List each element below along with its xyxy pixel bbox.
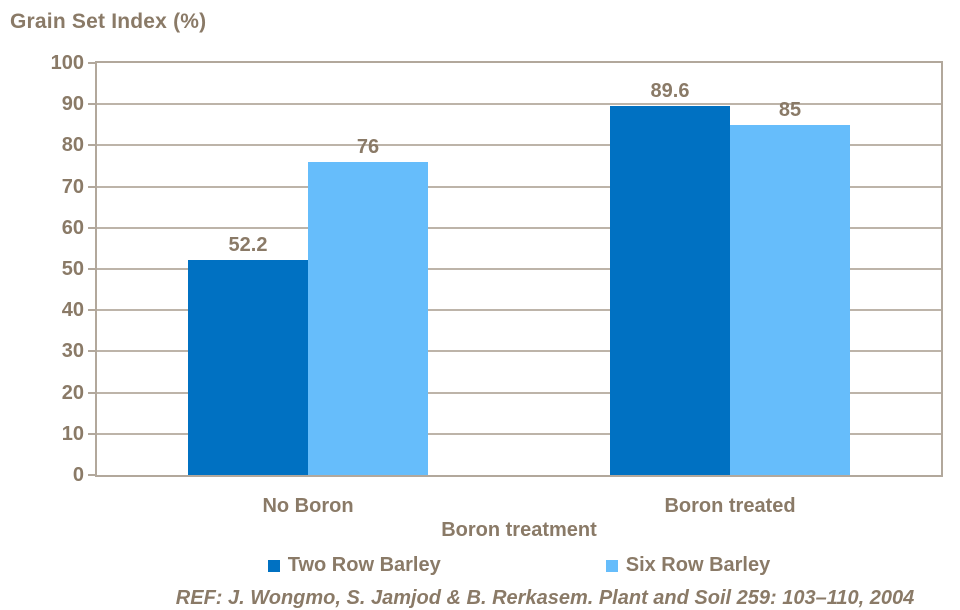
bar-two-row-barley-no-boron: 52.2	[188, 234, 308, 475]
y-tick-mark	[88, 474, 95, 476]
bar-data-label: 85	[778, 98, 802, 121]
bar-six-row-barley-no-boron: 76	[308, 136, 428, 475]
legend-label: Six Row Barley	[625, 554, 771, 576]
legend-swatch-icon	[267, 559, 280, 572]
y-tick-label: 90	[61, 93, 84, 116]
y-tick-label: 60	[61, 216, 84, 239]
reference-text: REF: J. Wongmo, S. Jamjod & B. Rerkasem.…	[175, 587, 915, 609]
plot-area: 52.2 76 89.6 85	[95, 61, 943, 477]
y-tick-label: 40	[61, 299, 84, 322]
y-tick-mark	[88, 226, 95, 229]
y-tick-mark	[88, 103, 95, 106]
gridline	[97, 226, 941, 229]
y-tick-label: 10	[61, 422, 84, 445]
bar-data-label: 76	[356, 135, 380, 158]
x-category-label: Boron treated	[664, 495, 796, 517]
gridline	[97, 432, 941, 435]
y-tick-label: 70	[61, 175, 84, 198]
y-tick-mark	[88, 144, 95, 147]
gridline	[97, 144, 941, 147]
gridline	[97, 185, 941, 188]
legend-item-six-row-barley: Six Row Barley	[605, 554, 771, 577]
y-tick-label: 30	[61, 340, 84, 363]
y-tick-mark	[88, 432, 95, 435]
legend-label: Two Row Barley	[287, 554, 441, 576]
y-tick-mark	[88, 185, 95, 188]
x-axis-title: Boron treatment	[441, 519, 597, 541]
y-tick-label: 50	[61, 258, 84, 280]
gridline	[97, 350, 941, 353]
y-tick-mark	[88, 62, 95, 64]
legend-item-two-row-barley: Two Row Barley	[267, 554, 441, 577]
legend: Two Row Barley Six Row Barley	[95, 554, 943, 577]
bar-data-label: 89.6	[650, 79, 690, 102]
y-tick-label: 0	[72, 464, 84, 486]
chart-title: Grain Set Index (%)	[10, 10, 207, 33]
bar-six-row-barley-boron-treated: 85	[730, 99, 850, 475]
bar-data-label: 52.2	[228, 233, 268, 256]
y-tick-label: 100	[50, 52, 84, 74]
y-tick-mark	[88, 268, 95, 270]
gridline	[97, 309, 941, 312]
y-tick-label: 20	[61, 381, 84, 404]
gridline	[97, 391, 941, 394]
y-tick-mark	[88, 350, 95, 353]
gridline	[97, 103, 941, 106]
gridline	[97, 268, 941, 270]
y-tick-label: 80	[61, 134, 84, 157]
y-tick-mark	[88, 391, 95, 394]
y-tick-mark	[88, 309, 95, 312]
x-category-label: No Boron	[262, 495, 354, 517]
bar-two-row-barley-boron-treated: 89.6	[610, 80, 730, 475]
legend-swatch-icon	[605, 559, 618, 572]
